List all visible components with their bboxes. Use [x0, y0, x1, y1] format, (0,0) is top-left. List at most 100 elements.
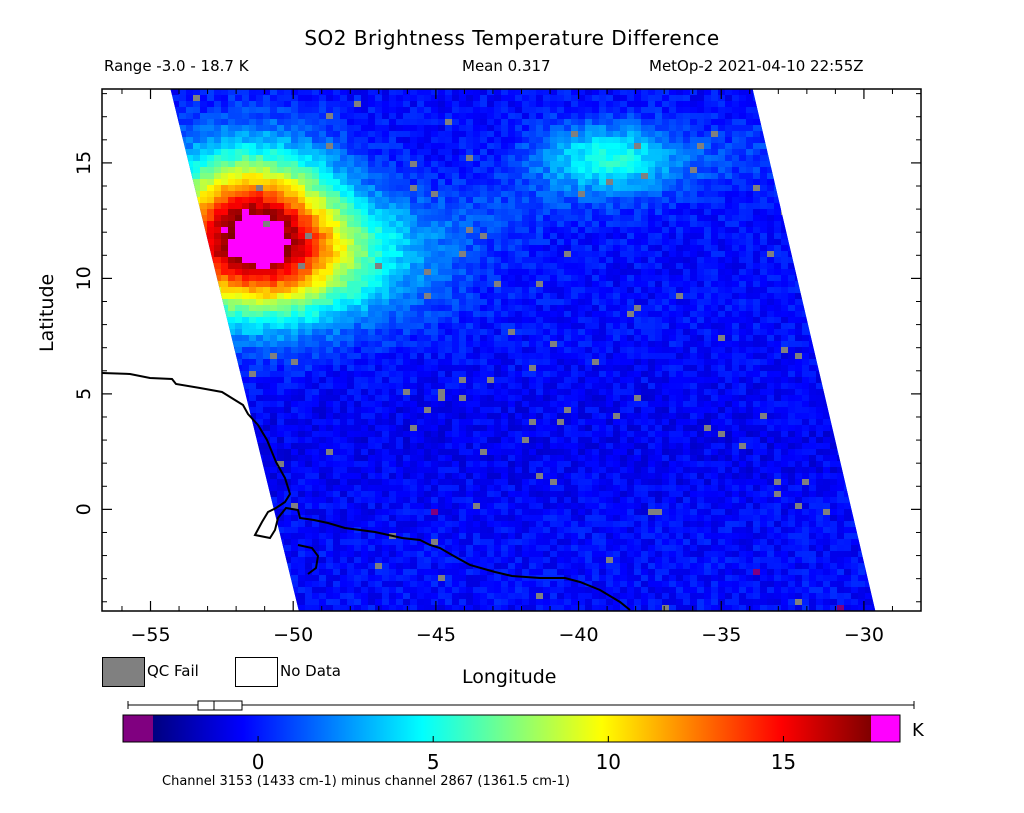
heatmap-cell [683, 305, 690, 311]
heatmap-cell [284, 101, 291, 107]
heatmap-cell [543, 89, 550, 95]
heatmap-cell [578, 143, 585, 149]
heatmap-cell [214, 191, 221, 197]
heatmap-cell [571, 215, 578, 221]
heatmap-cell [508, 161, 515, 167]
heatmap-cell [543, 281, 550, 287]
heatmap-cell [445, 137, 452, 143]
heatmap-cell [179, 119, 186, 125]
heatmap-cell [284, 293, 291, 299]
heatmap-cell [508, 317, 515, 323]
heatmap-cell [844, 173, 851, 179]
heatmap-cell [116, 263, 123, 269]
heatmap-cell [445, 335, 452, 341]
heatmap-cell [753, 191, 760, 197]
heatmap-cell [781, 131, 788, 137]
heatmap-cell [907, 317, 914, 323]
heatmap-cell [760, 173, 767, 179]
heatmap-cell [151, 221, 158, 227]
heatmap-cell [571, 185, 578, 191]
heatmap-cell [564, 131, 571, 137]
heatmap-cell [186, 167, 193, 173]
heatmap-cell [326, 323, 333, 329]
heatmap-cell [676, 293, 683, 299]
heatmap-cell [130, 149, 137, 155]
heatmap-cell [550, 293, 557, 299]
heatmap-cell [690, 89, 697, 95]
heatmap-cell [907, 251, 914, 257]
heatmap-cell [291, 227, 298, 233]
heatmap-cell [298, 317, 305, 323]
heatmap-cell [277, 221, 284, 227]
heatmap-cell [557, 95, 564, 101]
heatmap-cell [452, 173, 459, 179]
heatmap-cell [886, 269, 893, 275]
heatmap-cell [816, 293, 823, 299]
heatmap-cell [655, 269, 662, 275]
heatmap-cell [690, 323, 697, 329]
heatmap-cell [662, 101, 669, 107]
heatmap-cell [375, 173, 382, 179]
heatmap-cell [291, 305, 298, 311]
heatmap-cell [529, 221, 536, 227]
heatmap-cell [151, 341, 158, 347]
heatmap-cell [907, 221, 914, 227]
heatmap-cell [291, 257, 298, 263]
heatmap-cell [613, 317, 620, 323]
heatmap-cell [900, 299, 907, 305]
heatmap-cell [802, 143, 809, 149]
heatmap-cell [697, 257, 704, 263]
heatmap-cell [753, 257, 760, 263]
heatmap-cell [774, 257, 781, 263]
heatmap-cell [879, 203, 886, 209]
heatmap-cell [732, 227, 739, 233]
heatmap-cell [207, 119, 214, 125]
heatmap-cell [613, 305, 620, 311]
heatmap-cell [508, 233, 515, 239]
heatmap-cell [802, 323, 809, 329]
heatmap-cell [179, 203, 186, 209]
heatmap-cell [599, 125, 606, 131]
heatmap-cell [858, 113, 865, 119]
heatmap-cell [186, 119, 193, 125]
heatmap-cell [774, 269, 781, 275]
heatmap-cell [186, 335, 193, 341]
heatmap-cell [249, 101, 256, 107]
heatmap-cell [543, 125, 550, 131]
heatmap-cell [319, 233, 326, 239]
heatmap-cell [732, 299, 739, 305]
heatmap-cell [543, 239, 550, 245]
heatmap-cell [683, 113, 690, 119]
heatmap-cell [571, 155, 578, 161]
heatmap-cell [676, 269, 683, 275]
heatmap-cell [781, 137, 788, 143]
heatmap-cell [599, 209, 606, 215]
heatmap-cell [354, 155, 361, 161]
heatmap-cell [501, 275, 508, 281]
heatmap-cell [900, 167, 907, 173]
heatmap-cell [494, 281, 501, 287]
heatmap-cell [494, 95, 501, 101]
heatmap-cell [312, 221, 319, 227]
heatmap-cell [424, 287, 431, 293]
heatmap-cell [466, 257, 473, 263]
heatmap-cell [214, 101, 221, 107]
heatmap-cell [858, 191, 865, 197]
heatmap-cell [893, 335, 900, 341]
heatmap-cell [130, 299, 137, 305]
heatmap-cell [676, 143, 683, 149]
heatmap-cell [739, 107, 746, 113]
heatmap-cell [368, 317, 375, 323]
heatmap-cell [298, 275, 305, 281]
heatmap-cell [130, 95, 137, 101]
heatmap-cell [445, 89, 452, 95]
heatmap-cell [725, 107, 732, 113]
heatmap-cell [354, 227, 361, 233]
heatmap-cell [179, 299, 186, 305]
heatmap-cell [228, 329, 235, 335]
heatmap-cell [599, 275, 606, 281]
heatmap-cell [725, 227, 732, 233]
heatmap-cell [830, 281, 837, 287]
heatmap-cell [893, 101, 900, 107]
heatmap-cell [585, 299, 592, 305]
